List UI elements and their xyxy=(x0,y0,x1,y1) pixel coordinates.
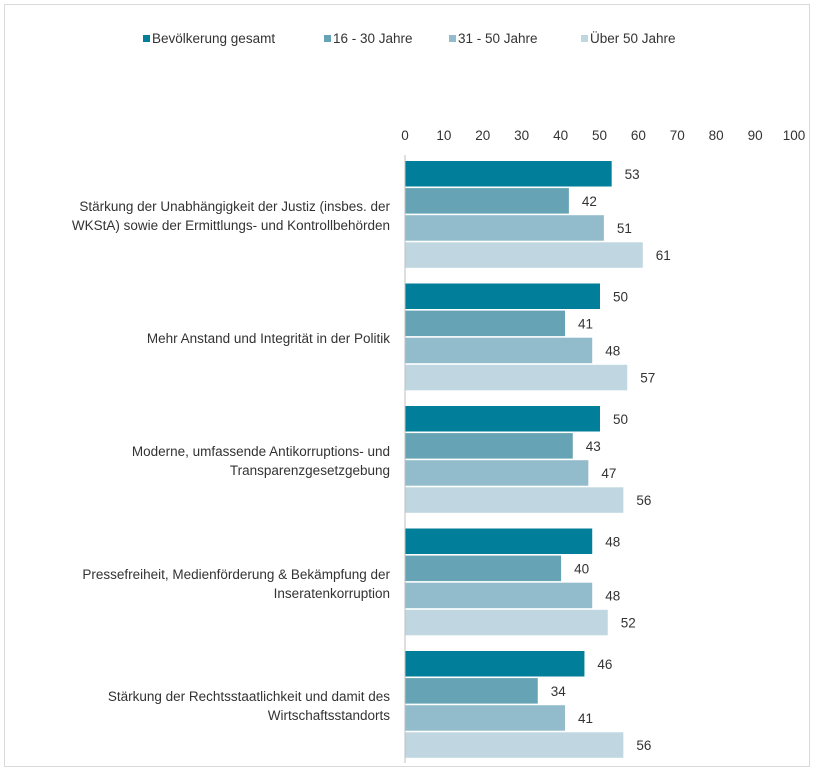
bar xyxy=(405,310,565,337)
bar xyxy=(405,555,562,582)
x-tick-label: 80 xyxy=(709,128,724,143)
bar xyxy=(405,283,600,309)
data-label: 61 xyxy=(656,248,671,263)
x-tick-label: 0 xyxy=(401,128,409,143)
bar xyxy=(405,215,604,241)
x-tick-label: 30 xyxy=(514,128,529,143)
bar xyxy=(405,161,612,187)
legend-swatch-3 xyxy=(449,35,456,42)
bar xyxy=(405,678,538,704)
bar xyxy=(405,487,624,513)
category-label-line: Mehr Anstand und Integrität in der Polit… xyxy=(146,331,390,347)
category-label-line: Wirtschaftsstandorts xyxy=(267,708,390,724)
bar xyxy=(405,364,628,391)
bar xyxy=(405,582,593,609)
bar xyxy=(405,460,589,486)
data-label: 46 xyxy=(597,657,612,672)
bar xyxy=(405,242,643,268)
data-label: 56 xyxy=(636,738,651,753)
data-label: 53 xyxy=(625,167,640,182)
legend-label-1: Bevölkerung gesamt xyxy=(152,31,275,46)
category-label-line: Transparenzgesetzgebung xyxy=(229,463,390,479)
x-tick-label: 90 xyxy=(748,128,763,143)
bar xyxy=(405,188,569,214)
bar xyxy=(405,651,585,677)
category-label-line: Stärkung der Unabhängigkeit der Justiz (… xyxy=(79,199,390,215)
x-tick-label: 70 xyxy=(670,128,685,143)
data-label: 56 xyxy=(636,493,651,508)
data-label: 48 xyxy=(605,588,620,603)
x-tick-label: 40 xyxy=(553,128,568,143)
category-label: Stärkung der Unabhängigkeit der Justiz (… xyxy=(0,197,390,235)
bar xyxy=(405,705,565,731)
legend-swatch-2 xyxy=(324,35,331,42)
data-label: 41 xyxy=(578,316,593,331)
bar xyxy=(405,406,600,432)
category-label: Pressefreiheit, Medienförderung & Bekämp… xyxy=(0,565,390,603)
category-label: Stärkung der Rechtsstaatlichkeit und dam… xyxy=(0,687,390,725)
data-label: 41 xyxy=(578,711,593,726)
legend-swatch-1 xyxy=(143,35,150,42)
x-tick-label: 60 xyxy=(631,128,646,143)
x-tick-label: 100 xyxy=(783,128,806,143)
category-label-line: WKStA) sowie der Ermittlungs- und Kontro… xyxy=(71,218,390,234)
data-label: 34 xyxy=(551,684,567,699)
legend-label-3: 31 - 50 Jahre xyxy=(458,31,538,46)
bar xyxy=(405,609,608,636)
data-label: 51 xyxy=(617,221,632,236)
legend-swatch-4 xyxy=(581,35,588,42)
category-label-line: Inseratenkorruption xyxy=(273,585,390,601)
data-label: 50 xyxy=(613,412,628,427)
data-label: 43 xyxy=(586,439,601,454)
bar xyxy=(405,528,593,554)
data-label: 48 xyxy=(605,343,620,358)
category-label: Mehr Anstand und Integrität in der Polit… xyxy=(0,329,390,348)
data-label: 40 xyxy=(574,561,589,576)
x-tick-label: 50 xyxy=(592,128,607,143)
bar xyxy=(405,732,624,758)
legend-label-2: 16 - 30 Jahre xyxy=(333,31,413,46)
data-label: 42 xyxy=(582,194,597,209)
category-label-line: Stärkung der Rechtsstaatlichkeit und dam… xyxy=(107,689,390,705)
legend-label-4: Über 50 Jahre xyxy=(590,31,676,46)
data-label: 52 xyxy=(621,616,636,631)
bar xyxy=(405,337,593,364)
bar xyxy=(405,433,573,459)
category-label: Moderne, umfassende Antikorruptions- und… xyxy=(0,442,390,480)
x-tick-label: 10 xyxy=(436,128,451,143)
data-label: 50 xyxy=(613,289,628,304)
data-label: 48 xyxy=(605,534,620,549)
x-tick-label: 20 xyxy=(475,128,490,143)
category-label-line: Pressefreiheit, Medienförderung & Bekämp… xyxy=(82,566,390,582)
category-label-line: Moderne, umfassende Antikorruptions- und xyxy=(131,444,390,460)
data-label: 47 xyxy=(601,466,616,481)
data-label: 57 xyxy=(640,371,655,386)
